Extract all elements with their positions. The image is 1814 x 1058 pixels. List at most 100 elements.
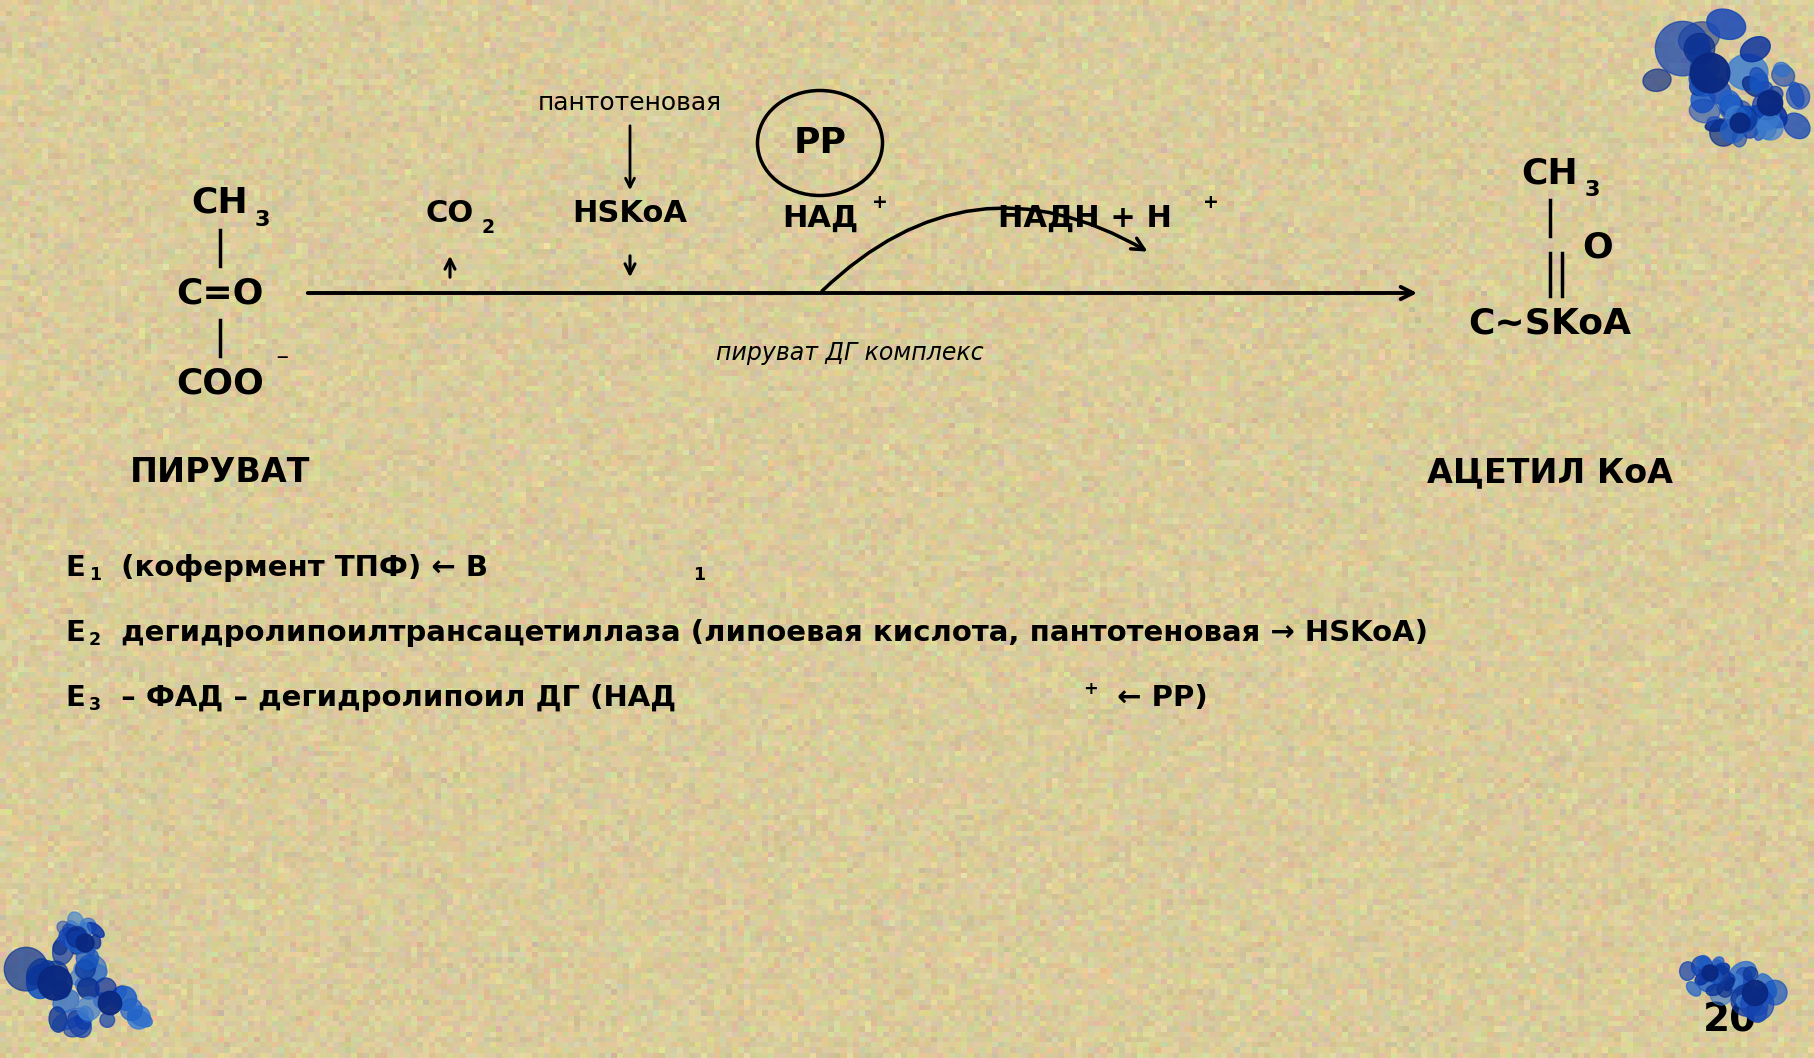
Ellipse shape [1692,967,1707,977]
Text: E: E [65,619,85,647]
Ellipse shape [1736,967,1752,984]
Ellipse shape [1789,81,1803,107]
Circle shape [1691,71,1716,96]
Circle shape [1760,81,1772,95]
Text: дегидролипоилтрансацетиллаза (липоевая кислота, пантотеновая → HSKoA): дегидролипоилтрансацетиллаза (липоевая к… [111,619,1428,647]
Ellipse shape [1740,37,1770,61]
Ellipse shape [1718,972,1734,984]
Ellipse shape [1731,984,1751,1007]
Circle shape [1749,1004,1767,1022]
Text: пируват ДГ комплекс: пируват ДГ комплекс [717,341,983,365]
Circle shape [96,978,116,999]
Ellipse shape [1694,972,1709,985]
Ellipse shape [1732,129,1747,147]
Ellipse shape [1747,106,1765,121]
Ellipse shape [1687,38,1711,67]
Ellipse shape [1751,74,1767,91]
Circle shape [1689,67,1712,90]
Ellipse shape [1678,22,1720,54]
Circle shape [1696,955,1711,969]
Ellipse shape [127,1006,151,1029]
Text: 20: 20 [1703,1001,1758,1039]
Ellipse shape [80,955,98,972]
Ellipse shape [58,928,80,947]
Ellipse shape [1707,116,1721,127]
Ellipse shape [53,990,78,1013]
Circle shape [1691,52,1720,81]
Text: АЦЕТИЛ КоА: АЦЕТИЛ КоА [1428,456,1673,490]
Ellipse shape [76,1014,89,1029]
Circle shape [100,1013,114,1027]
Circle shape [109,993,122,1007]
Ellipse shape [78,978,100,999]
Circle shape [78,997,100,1020]
Ellipse shape [1756,111,1783,128]
Ellipse shape [1743,76,1763,96]
Ellipse shape [1689,99,1720,123]
FancyArrowPatch shape [822,208,1145,291]
Text: ← РР): ← РР) [1107,685,1208,712]
Ellipse shape [1787,84,1810,109]
Circle shape [74,961,89,977]
Circle shape [1711,118,1738,146]
Ellipse shape [1705,120,1727,131]
Circle shape [76,934,94,952]
Circle shape [1700,966,1711,978]
Circle shape [1752,104,1780,130]
Ellipse shape [1707,984,1723,996]
Text: +: + [873,194,887,213]
Text: CO: CO [426,199,473,227]
Text: COO: COO [176,366,265,400]
Text: 2: 2 [89,631,102,649]
Circle shape [1736,996,1749,1007]
Ellipse shape [1727,54,1769,90]
Circle shape [87,947,94,955]
Ellipse shape [1714,963,1729,974]
Circle shape [1751,80,1763,93]
Ellipse shape [1720,95,1743,117]
Circle shape [1656,21,1711,76]
Ellipse shape [49,1007,67,1033]
Ellipse shape [1754,126,1765,141]
Ellipse shape [74,932,85,943]
Ellipse shape [91,934,100,949]
Circle shape [1734,112,1754,132]
Ellipse shape [1709,78,1731,105]
Text: E: E [65,554,85,582]
Ellipse shape [80,918,96,935]
Circle shape [1763,980,1787,1005]
Ellipse shape [76,978,98,997]
Circle shape [1721,118,1745,143]
Ellipse shape [80,923,91,940]
Ellipse shape [63,1016,91,1037]
Ellipse shape [127,1009,152,1027]
Ellipse shape [1723,978,1734,990]
Circle shape [71,942,83,954]
Circle shape [53,982,71,999]
Ellipse shape [53,934,74,965]
Ellipse shape [1718,982,1732,998]
Circle shape [1743,967,1758,981]
Ellipse shape [87,923,103,937]
Ellipse shape [1643,69,1671,91]
Circle shape [1758,90,1783,115]
Ellipse shape [67,1010,91,1038]
Ellipse shape [1718,91,1740,112]
Circle shape [1767,87,1783,102]
Circle shape [1738,107,1751,121]
Ellipse shape [67,920,82,938]
Ellipse shape [1751,68,1769,92]
Ellipse shape [1712,956,1723,969]
Circle shape [1691,53,1731,93]
Text: HSKoA: HSKoA [573,199,688,227]
Text: C~SKoA: C~SKoA [1469,306,1631,340]
Circle shape [1702,965,1718,981]
Ellipse shape [1743,121,1760,139]
Ellipse shape [63,931,91,953]
Circle shape [38,966,73,1000]
Circle shape [76,960,94,980]
Circle shape [65,931,87,952]
Circle shape [120,999,141,1020]
Ellipse shape [69,964,107,986]
Text: РР: РР [793,126,847,160]
